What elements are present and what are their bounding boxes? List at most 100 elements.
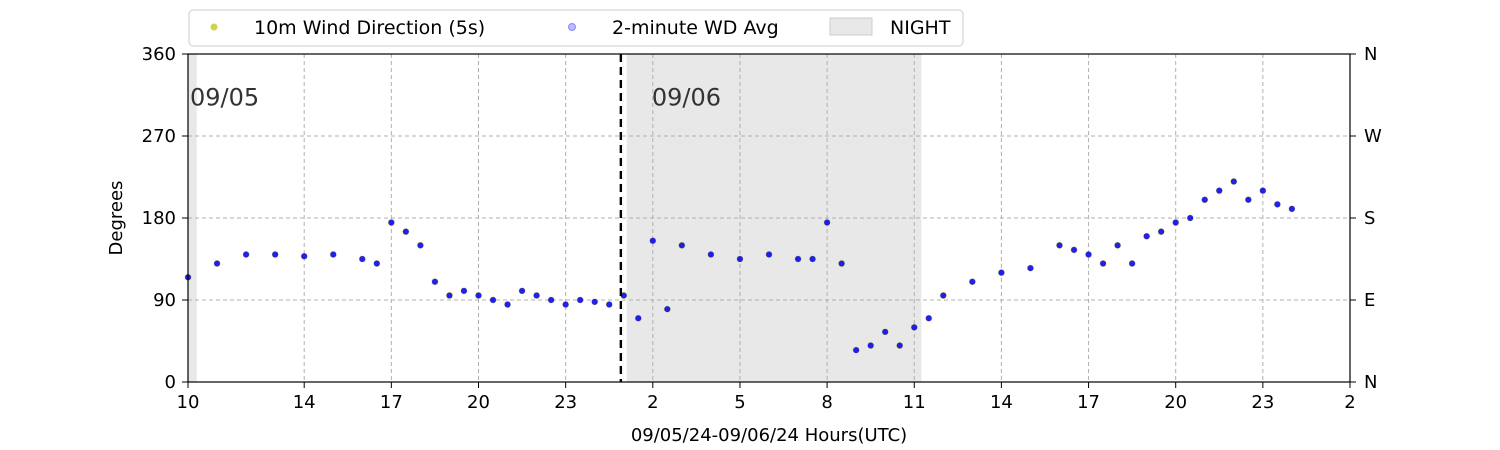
series-1-point-42 — [940, 292, 947, 299]
series-1-point-50 — [1114, 242, 1121, 249]
series-1-point-2 — [243, 251, 250, 258]
series-1-point-38 — [882, 328, 889, 335]
series-1-point-1 — [214, 260, 221, 267]
x-tick-label-2: 17 — [380, 392, 403, 413]
x-tick-label-6: 5 — [734, 392, 745, 413]
series-1-point-36 — [853, 347, 860, 354]
x-tick-label-12: 23 — [1251, 392, 1274, 413]
y-axis-ticks: 0 90 180 270 360 — [142, 44, 188, 393]
series-1-point-12 — [446, 292, 453, 299]
series-1-point-34 — [824, 219, 831, 226]
legend-box — [188, 9, 964, 47]
series-1-point-59 — [1245, 196, 1252, 203]
y-tick-label-3: 270 — [142, 126, 176, 147]
series-1-point-53 — [1158, 228, 1165, 235]
series-1-point-54 — [1172, 219, 1179, 226]
series-1-point-28 — [678, 242, 685, 249]
series-1-point-55 — [1187, 215, 1194, 221]
series-1-point-39 — [896, 342, 903, 349]
series-1-point-16 — [504, 301, 511, 308]
date-annotation-0: 09/05 — [190, 83, 259, 111]
series-1-point-24 — [620, 292, 627, 299]
x-tick-label-4: 23 — [554, 392, 577, 413]
series-1-point-26 — [649, 237, 656, 244]
x-tick-label-1: 14 — [293, 392, 316, 413]
night-shading — [188, 54, 922, 382]
series-1-point-27 — [664, 306, 671, 313]
series-1-point-56 — [1201, 196, 1208, 203]
data-series — [184, 178, 1296, 354]
series-1-point-22 — [591, 298, 598, 305]
x-tick-label-7: 8 — [821, 392, 832, 413]
series-1-point-31 — [766, 251, 772, 258]
series-1-point-62 — [1288, 205, 1295, 212]
legend-label-2: NIGHT — [890, 17, 951, 39]
y-tick-label-0: 0 — [165, 372, 176, 393]
series-1-point-46 — [1056, 242, 1063, 249]
series-1-point-18 — [533, 292, 540, 299]
series-1-point-14 — [475, 292, 482, 299]
series-1-point-9 — [402, 228, 409, 235]
series-1-point-33 — [809, 256, 816, 262]
series-1-point-51 — [1129, 260, 1136, 267]
series-1-point-61 — [1274, 201, 1281, 208]
legend-swatch-2 — [829, 17, 873, 36]
series-1-point-13 — [460, 287, 467, 294]
legend: 10m Wind Direction (5s) 2-minute WD Avg NI… — [188, 9, 964, 47]
x-tick-label-5: 2 — [647, 392, 658, 413]
series-1-point-60 — [1259, 187, 1266, 194]
series-1-point-45 — [1027, 265, 1034, 272]
y-right-tick-label-3: W — [1364, 126, 1382, 147]
y-tick-label-2: 180 — [142, 208, 176, 229]
x-axis-label: 09/05/24-09/06/24 Hours(UTC) — [631, 425, 907, 446]
legend-label-1: 2-minute WD Avg — [612, 17, 779, 39]
x-tick-label-3: 20 — [467, 392, 490, 413]
series-1-point-40 — [911, 324, 918, 331]
series-1-point-4 — [301, 253, 308, 260]
series-1-point-23 — [606, 301, 613, 308]
series-1-point-8 — [388, 219, 395, 226]
legend-label-0: 10m Wind Direction (5s) — [254, 17, 485, 39]
series-1-point-6 — [359, 256, 366, 262]
series-1-point-41 — [925, 315, 932, 322]
series-1-point-35 — [838, 260, 845, 267]
series-1-point-21 — [577, 297, 584, 303]
series-1-point-17 — [519, 287, 526, 294]
series-1-point-7 — [373, 260, 380, 267]
y-right-tick-label-2: S — [1364, 208, 1375, 229]
series-1-point-19 — [548, 297, 555, 303]
series-1-point-57 — [1216, 187, 1223, 194]
series-1-point-11 — [431, 278, 438, 285]
y-axis-label: Degrees — [106, 181, 127, 256]
x-tick-label-13: 2 — [1344, 392, 1355, 413]
legend-swatch-0 — [210, 23, 218, 31]
x-tick-label-10: 17 — [1077, 392, 1100, 413]
y-right-tick-label-1: E — [1364, 290, 1375, 311]
series-1-point-47 — [1071, 246, 1078, 253]
y-right-tick-label-0: N — [1364, 372, 1377, 393]
series-1-point-15 — [490, 297, 497, 303]
y-tick-label-4: 360 — [142, 44, 176, 65]
x-tick-label-8: 11 — [903, 392, 926, 413]
series-1-point-37 — [867, 342, 874, 349]
series-1-point-43 — [969, 278, 976, 285]
series-1-point-3 — [272, 251, 279, 258]
series-1-point-49 — [1100, 260, 1107, 267]
series-1-point-5 — [330, 251, 337, 258]
night-span-0 — [188, 54, 197, 382]
y-tick-label-1: 90 — [153, 290, 176, 311]
series-1-point-25 — [635, 315, 642, 322]
x-axis-ticks: 10 14 17 20 23 2 5 8 11 14 17 20 23 2 — [177, 382, 1356, 413]
x-tick-label-0: 10 — [177, 392, 200, 413]
night-span-1 — [626, 54, 922, 382]
x-tick-label-9: 14 — [990, 392, 1013, 413]
series-1-point-44 — [998, 269, 1005, 276]
series-1-point-30 — [736, 256, 743, 262]
date-annotation-1: 09/06 — [652, 83, 721, 111]
series-1-point-52 — [1143, 233, 1150, 240]
series-1-point-29 — [707, 251, 714, 258]
x-tick-label-11: 20 — [1164, 392, 1187, 413]
date-annotations: 09/05 09/06 — [190, 83, 721, 111]
series-1-point-20 — [562, 301, 569, 308]
